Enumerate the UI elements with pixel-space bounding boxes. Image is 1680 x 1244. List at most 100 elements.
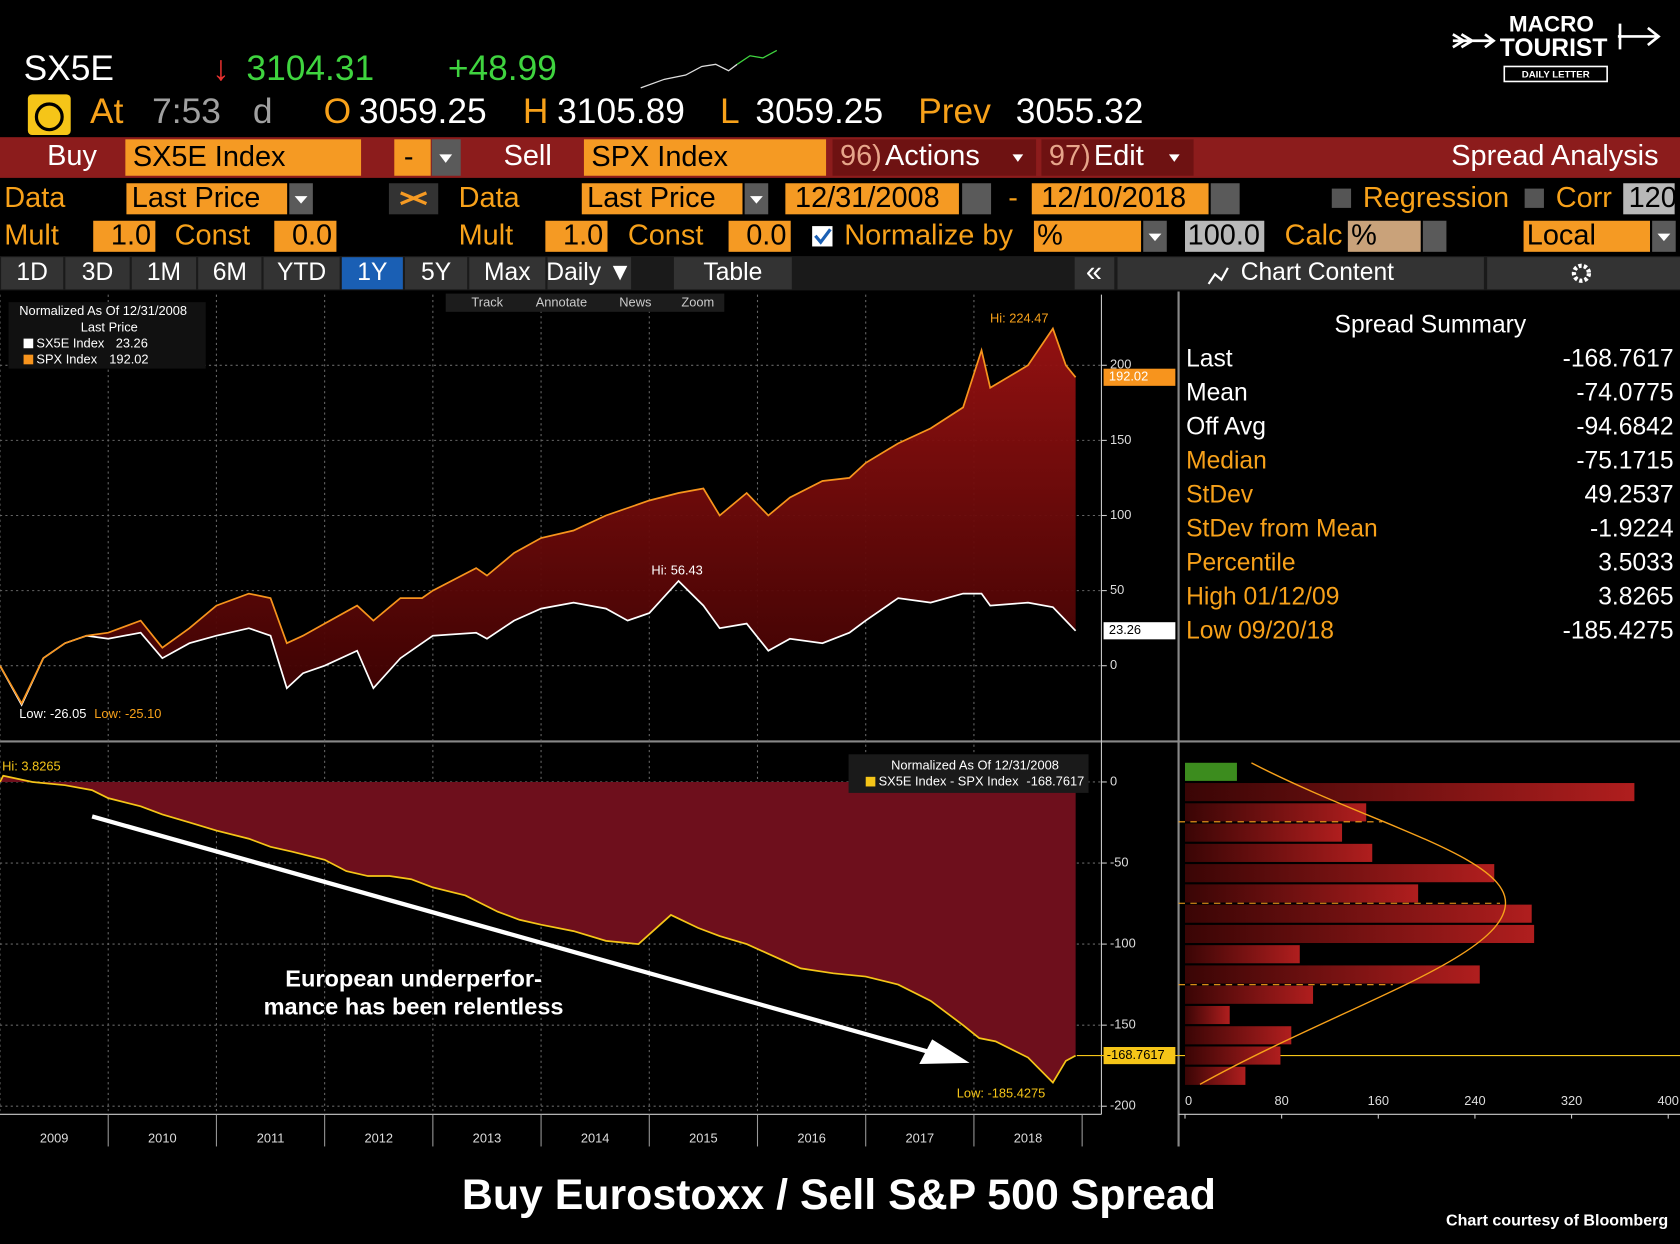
tab-label: 5Y [421, 259, 451, 286]
settings-button[interactable] [1487, 257, 1680, 290]
end-date-box[interactable] [1031, 183, 1209, 215]
mult-box[interactable] [545, 220, 608, 252]
x-tick-label: 2012 [364, 1130, 393, 1145]
quote-header: SX5E ↓ 3104.31 +48.99 At 7:53 d O 3059.2… [24, 49, 1144, 136]
normalize-base-box[interactable] [1185, 220, 1265, 252]
regression-checkbox[interactable] [1331, 188, 1352, 208]
tab[interactable] [547, 257, 632, 290]
tab-label: 3D [82, 259, 113, 286]
histogram-bar [1185, 904, 1532, 923]
chart-tool[interactable]: Track [471, 295, 503, 310]
y-tick-label: 100 [1110, 507, 1131, 522]
histogram-bar [1185, 924, 1535, 944]
actions-button[interactable] [832, 139, 1037, 176]
last-value-tag [1103, 622, 1176, 640]
ticker: SX5E [24, 49, 114, 88]
tab-label: YTD [277, 259, 326, 286]
annotation-line: European underperfor- [285, 966, 542, 992]
calendar-button[interactable] [962, 183, 992, 215]
tab[interactable] [65, 257, 130, 290]
sell-field-box[interactable] [581, 183, 743, 215]
tab[interactable] [405, 257, 468, 290]
prev: 3055.32 [1016, 92, 1144, 131]
y-tick-label: 50 [1110, 582, 1124, 597]
mult-box[interactable] [93, 220, 156, 252]
collapse-button[interactable] [1074, 257, 1115, 290]
operator-field[interactable] [394, 139, 431, 176]
tab[interactable] [198, 257, 262, 290]
dropdown-arrow [439, 154, 453, 163]
sell-label: Sell [504, 140, 552, 172]
histogram-bar [1185, 803, 1367, 822]
date-separator: - [1008, 182, 1018, 214]
tab-label: Daily ▼ [546, 259, 632, 286]
start-date-box[interactable] [785, 183, 959, 215]
summary-value: 49.2537 [1585, 481, 1674, 508]
calc-unit-box[interactable] [1347, 220, 1421, 252]
y-tick-label: 0 [1110, 657, 1117, 672]
chart-tool[interactable]: Annotate [536, 295, 587, 310]
const-box[interactable] [728, 220, 791, 252]
sell-security-field[interactable] [583, 139, 827, 176]
chart-content-button[interactable] [1117, 257, 1484, 290]
mult-label: Mult [4, 219, 59, 251]
tab[interactable] [131, 257, 197, 290]
logo-line2: TOURIST [1500, 35, 1608, 62]
legend-entry: SPX Index [36, 351, 97, 366]
summary-value: -94.6842 [1576, 413, 1673, 440]
sell-field: Last Price [587, 182, 716, 214]
tab[interactable] [469, 257, 546, 290]
logo-line1: MACRO [1509, 12, 1594, 37]
currency: Local [1527, 219, 1596, 251]
series-line [0, 579, 1077, 707]
chart-icon [1207, 267, 1229, 285]
annotation-arrowhead [919, 1039, 970, 1064]
x-tick-label: 2016 [797, 1130, 826, 1145]
last-value-label: -168.7617 [1107, 1047, 1165, 1062]
settings: Data Last Price Data Last Price 12/31/20… [4, 182, 1677, 252]
calendar-button[interactable] [1210, 183, 1240, 215]
spread-fill [0, 328, 1076, 705]
tab[interactable] [263, 257, 340, 290]
dropdown-arrow [294, 196, 308, 204]
histogram-bar [1185, 1005, 1230, 1025]
swap-icon [400, 191, 428, 206]
chart-tool[interactable]: News [619, 295, 651, 310]
currency-box[interactable] [1523, 220, 1650, 252]
tab[interactable] [673, 257, 792, 290]
corr-checkbox[interactable] [1524, 188, 1544, 208]
tab[interactable] [341, 257, 403, 290]
normalize-base: 100.0 [1188, 219, 1260, 251]
buy-security-field[interactable] [125, 139, 362, 176]
toolbar: Buy SX5E Index - Sell SPX Index 96) Acti… [0, 137, 1680, 178]
corr-window-box[interactable] [1623, 183, 1675, 215]
chart-annotation: Hi: 224.47 [990, 311, 1049, 326]
buy-field: Last Price [132, 182, 261, 214]
histogram-bar [1185, 1046, 1281, 1065]
caption-title: Buy Eurostoxx / Sell S&P 500 Spread [462, 1171, 1216, 1219]
histogram-bar [1185, 823, 1343, 842]
tab[interactable] [1, 257, 64, 290]
summary-label: Mean [1186, 380, 1248, 407]
open: 3059.25 [359, 92, 487, 131]
edit-button[interactable] [1041, 139, 1194, 176]
actions-arrow [1012, 154, 1024, 162]
x-tick-label: 0 [1185, 1093, 1192, 1108]
chart-annotation: Low: -26.05 [19, 706, 86, 721]
y-tick-label: -50 [1110, 854, 1129, 869]
sell-const: 0.0 [746, 219, 786, 251]
summary-value: 3.5033 [1598, 549, 1673, 576]
summary-title: Spread Summary [1335, 311, 1527, 338]
tools-bg [445, 293, 725, 312]
normalize-unit-box[interactable] [1033, 220, 1142, 252]
dropdown[interactable] [1422, 220, 1447, 252]
histogram-bar [1185, 1026, 1292, 1045]
chart-tool[interactable]: Zoom [681, 295, 714, 310]
histogram-bar [1185, 864, 1495, 883]
histogram-bar [1185, 762, 1237, 781]
buy-field-box[interactable] [126, 183, 288, 215]
end-date: 12/10/2018 [1041, 182, 1186, 214]
logo-arrow-left [1452, 33, 1496, 49]
const-box[interactable] [274, 220, 337, 252]
sell-security: SPX Index [591, 141, 728, 173]
